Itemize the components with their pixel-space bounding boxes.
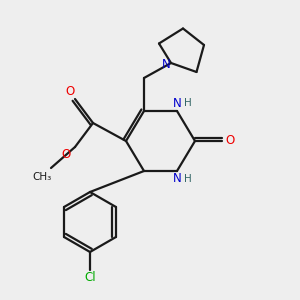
Text: O: O: [61, 148, 70, 161]
Text: N: N: [172, 97, 182, 110]
Text: O: O: [225, 134, 234, 148]
Text: Cl: Cl: [84, 271, 96, 284]
Text: N: N: [162, 58, 171, 71]
Text: H: H: [184, 98, 191, 109]
Text: CH₃: CH₃: [32, 172, 52, 182]
Text: O: O: [66, 85, 75, 98]
Text: N: N: [172, 172, 182, 185]
Text: H: H: [184, 173, 191, 184]
